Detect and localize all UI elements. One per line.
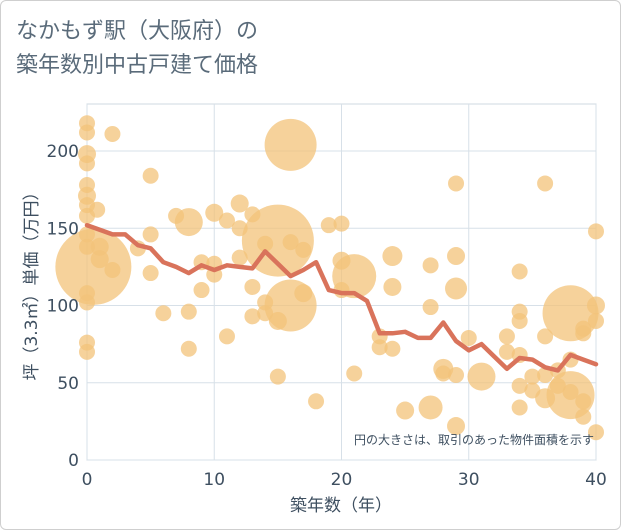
data-point <box>180 303 197 320</box>
x-tick-label: 10 <box>203 470 225 490</box>
data-point <box>575 408 592 425</box>
data-point <box>104 261 121 278</box>
data-point <box>218 212 235 229</box>
data-point <box>511 377 528 394</box>
data-point <box>467 362 496 391</box>
data-point <box>180 340 197 357</box>
data-point <box>418 395 443 420</box>
data-point <box>244 308 261 325</box>
data-point <box>588 312 604 329</box>
data-point <box>193 282 210 299</box>
data-point <box>537 175 554 192</box>
data-point <box>79 343 95 360</box>
data-point <box>588 223 604 240</box>
data-point <box>295 241 312 258</box>
size-note: 円の大きさは、取引のあった物件面積を示す <box>354 432 594 447</box>
y-axis-title: 坪（3.3㎡）単価（万円） <box>22 183 42 380</box>
data-point <box>79 155 95 172</box>
data-point <box>282 234 299 251</box>
data-point <box>294 284 313 303</box>
data-point <box>396 401 415 420</box>
data-point <box>90 237 109 256</box>
data-point <box>435 365 452 382</box>
y-tick-label: 0 <box>68 451 79 471</box>
chart-title-line1: なかもず駅（大阪府）の <box>16 19 259 44</box>
data-point <box>524 368 541 385</box>
data-point <box>383 277 402 296</box>
data-point <box>384 340 401 357</box>
x-tick-label: 20 <box>331 470 353 490</box>
data-point <box>90 250 109 269</box>
data-point <box>79 124 95 141</box>
data-point <box>371 339 388 356</box>
data-point <box>588 424 604 441</box>
data-point <box>231 249 248 266</box>
data-point <box>346 365 363 382</box>
data-point <box>422 257 439 274</box>
data-point <box>332 254 377 299</box>
trend-line <box>84 222 599 373</box>
y-tick-label: 150 <box>47 219 79 239</box>
y-tick-label: 100 <box>47 297 79 317</box>
data-point <box>537 367 554 384</box>
data-point <box>511 312 528 329</box>
data-point <box>562 384 579 401</box>
data-point <box>498 343 515 360</box>
y-tick-label: 200 <box>47 142 79 162</box>
chart-title-line2: 築年数別中古戸建て価格 <box>16 53 259 78</box>
data-point <box>142 226 159 243</box>
data-point <box>587 296 605 315</box>
data-point <box>448 175 465 192</box>
data-point <box>205 203 224 222</box>
data-point <box>511 399 528 416</box>
data-point <box>174 208 203 237</box>
data-point <box>448 367 465 384</box>
x-tick-label: 40 <box>585 470 607 490</box>
data-point <box>575 393 592 410</box>
axis-ticks: 0 50 100 150 200 0 10 20 30 40 <box>47 142 607 490</box>
data-point <box>382 246 403 267</box>
data-point <box>537 328 554 345</box>
data-point <box>333 215 350 232</box>
x-tick-label: 30 <box>458 470 480 490</box>
data-point <box>422 299 439 316</box>
data-point <box>104 126 121 143</box>
data-point <box>269 368 286 385</box>
data-point <box>575 325 592 342</box>
y-tick-label: 50 <box>57 374 79 394</box>
data-point <box>498 328 515 345</box>
chart-title: なかもず駅（大阪府）の 築年数別中古戸建て価格 <box>16 15 258 83</box>
bubble-series <box>55 115 605 441</box>
x-axis-title: 築年数（年） <box>290 496 392 516</box>
data-point <box>264 118 317 171</box>
data-point <box>155 305 172 322</box>
data-point <box>244 278 261 295</box>
data-point <box>447 417 466 436</box>
data-point <box>308 393 325 410</box>
data-point <box>511 263 528 280</box>
data-point <box>445 277 468 300</box>
data-point <box>320 217 337 234</box>
trend-series <box>84 222 599 373</box>
data-point <box>447 247 466 266</box>
data-point <box>142 265 159 282</box>
data-point <box>55 228 132 305</box>
x-tick-label: 0 <box>82 470 93 490</box>
data-point <box>230 194 249 213</box>
data-point <box>460 329 477 346</box>
data-point <box>142 167 159 184</box>
data-point <box>218 328 235 345</box>
data-point <box>89 201 106 218</box>
